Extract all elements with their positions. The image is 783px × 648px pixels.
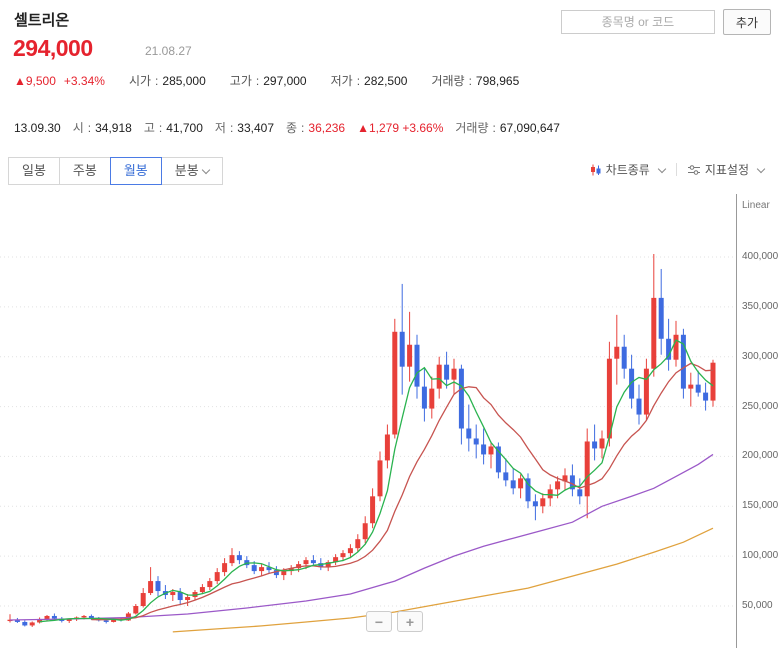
candlestick-chart[interactable] [0, 194, 783, 648]
y-axis-tick-label: 350,000 [742, 300, 779, 312]
y-axis-tick-label: 300,000 [742, 350, 779, 362]
y-axis-tick-label: 50,000 [742, 600, 773, 611]
chart-type-button[interactable]: 차트종류 [579, 161, 676, 178]
indicator-settings-button[interactable]: 지표설정 [677, 161, 775, 178]
scale-label: Linear [742, 200, 770, 211]
tab-minutes[interactable]: 분봉 [160, 157, 223, 185]
zoom-controls: − + [366, 611, 423, 632]
chart-area: Linear 400,000 350,000 300,000 250,000 200,0… [0, 194, 783, 648]
info-change: ▲1,279 +3.66% [357, 120, 444, 135]
y-axis-tick-label: 100,000 [742, 550, 779, 562]
chevron-down-icon [657, 164, 667, 173]
crosshair-info-bar: 13.09.30 시:34,918 고:41,700 저:33,407 종:36… [14, 119, 572, 136]
change-percent: +3.34% [63, 73, 105, 88]
info-date: 13.09.30 [14, 120, 61, 135]
stat-low: 저가:282,500 [330, 74, 408, 88]
y-axis: 400,000 350,000 300,000 250,000 200,000 150,0… [740, 194, 783, 648]
zoom-in-button[interactable]: + [397, 611, 423, 632]
menu-divider [675, 163, 677, 176]
y-axis-tick-label: 400,000 [742, 251, 779, 262]
price-sub-row: ▲9,500 +3.34% 시가:285,000 고가:297,000 저가:28… [14, 72, 543, 89]
search-area: 추가 [560, 9, 771, 35]
candlestick-icon [590, 164, 601, 175]
tab-daily[interactable]: 일봉 [8, 157, 60, 185]
info-volume: 거래량:67,090,647 [455, 121, 560, 135]
y-axis-tick-label: 200,000 [742, 450, 779, 462]
tab-monthly[interactable]: 월봉 [109, 157, 162, 185]
price-change: ▲9,500 +3.34% [14, 74, 105, 88]
chevron-down-icon [756, 164, 766, 173]
toolbar-right-menus: 차트종류 지표설정 [579, 161, 775, 178]
chart-toolbar: 일봉 주봉 월봉 분봉 차트종류 [8, 157, 775, 187]
chevron-down-icon [201, 165, 210, 175]
info-high: 고:41,700 [143, 121, 203, 135]
change-value: ▲9,500 [14, 73, 56, 88]
info-low: 저:33,407 [214, 121, 274, 135]
zoom-out-button[interactable]: − [366, 611, 392, 632]
stat-high: 고가:297,000 [229, 74, 307, 88]
search-input[interactable] [560, 10, 715, 34]
add-button[interactable]: 추가 [722, 9, 771, 35]
info-open: 시:34,918 [72, 121, 132, 135]
y-axis-tick-label: 150,000 [742, 500, 779, 512]
price-date: 21.08.27 [145, 44, 192, 58]
info-close: 종:36,236 [286, 121, 346, 135]
sliders-icon [687, 164, 700, 175]
y-axis-tick-label: 250,000 [742, 400, 779, 412]
stat-open: 시가:285,000 [128, 74, 206, 88]
tab-weekly[interactable]: 주봉 [58, 157, 111, 185]
stat-volume: 거래량:798,965 [431, 74, 520, 88]
stock-name: 셀트리온 [14, 12, 70, 29]
period-tabs: 일봉 주봉 월봉 분봉 [8, 157, 223, 185]
current-price: 294,000 [13, 35, 93, 61]
